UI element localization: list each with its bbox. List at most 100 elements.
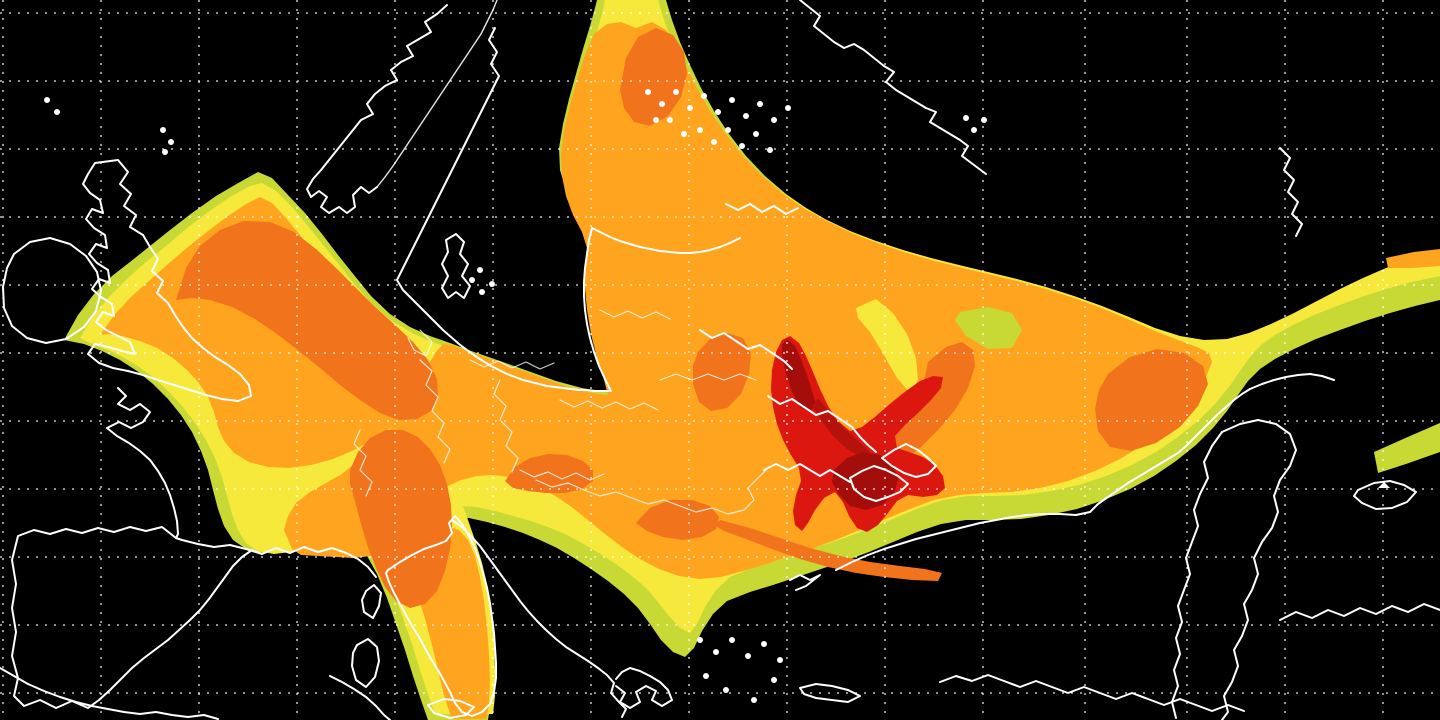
- coastline-denmark: [441, 233, 471, 299]
- coastline-france-west: [106, 387, 179, 539]
- coastline-faroe-shetland: [54, 109, 60, 115]
- plume-tail-chartreuse: [1374, 423, 1440, 473]
- darkred-diagonal: [812, 398, 870, 458]
- coastline-corsica: [361, 584, 382, 619]
- coastline-sardinia: [351, 638, 380, 688]
- karelia-lakes: [673, 89, 679, 95]
- coastline-sicily: [427, 698, 475, 719]
- border-norway-sweden: [376, 0, 498, 188]
- coastline-faroe-shetland: [160, 127, 166, 133]
- cyprus-peak-mark: [1378, 482, 1390, 488]
- coastline-white-sea: [799, 0, 987, 175]
- river-northeast: [1279, 147, 1303, 237]
- karelia-lakes: [743, 113, 749, 119]
- karelia-lakes: [981, 117, 987, 123]
- karelia-lakes: [715, 109, 721, 115]
- darkred-northwest-arm: [782, 339, 816, 412]
- coastline-anatolia-south: [939, 674, 1245, 712]
- karelia-lakes: [687, 105, 693, 111]
- karelia-lakes: [729, 97, 735, 103]
- aegean-islands: [761, 641, 767, 647]
- darkorange-volga: [1095, 349, 1208, 451]
- border-france-germany: [353, 429, 373, 497]
- darkorange-west-ukraine: [693, 333, 751, 411]
- danish-islands: [469, 277, 475, 283]
- karelia-lakes: [753, 131, 759, 137]
- coastline-ukraine-south: [763, 463, 851, 483]
- coastline-caspian-west: [1171, 431, 1223, 719]
- coastline-tunisia: [329, 675, 391, 720]
- karelia-lakes: [757, 101, 763, 107]
- coastline-norway: [306, 4, 448, 214]
- karelia-lakes: [701, 93, 707, 99]
- karelia-lakes: [767, 147, 773, 153]
- darkorange-romania: [505, 454, 593, 493]
- border-poland: [559, 399, 659, 411]
- coastline-neva: [725, 203, 799, 215]
- karelia-lakes: [771, 117, 777, 123]
- karelia-lakes: [725, 127, 731, 133]
- aegean-islands: [745, 653, 751, 659]
- plume-yellow-streak: [856, 299, 918, 393]
- river-pripyat: [699, 329, 793, 370]
- karelia-lakes: [681, 131, 687, 137]
- karelia-lakes: [785, 105, 791, 111]
- karelia-lakes: [667, 117, 673, 123]
- danish-islands: [489, 281, 495, 287]
- coastline-levant: [1279, 603, 1440, 621]
- darkorange-finland: [620, 28, 687, 126]
- border-belarus-ukraine: [659, 373, 757, 381]
- karelia-lakes: [659, 101, 665, 107]
- coastline-faroe-shetland: [162, 149, 168, 155]
- coastline-italy: [385, 515, 497, 717]
- border-netherlands: [407, 329, 433, 357]
- karelia-lakes: [739, 143, 745, 149]
- coastline-turkey-north: [835, 388, 1251, 571]
- coastline-adriatic-balkan: [451, 519, 627, 718]
- darkorange-north-sea: [176, 221, 438, 420]
- aegean-islands: [777, 657, 783, 663]
- aegean-islands: [713, 649, 719, 655]
- border-central-europe-2: [493, 379, 519, 473]
- karelia-lakes: [963, 115, 969, 121]
- aegean-islands: [751, 697, 757, 703]
- danish-islands: [477, 267, 483, 273]
- darkred-crimea-core: [832, 452, 898, 510]
- aegean-islands: [703, 673, 709, 679]
- river-danube: [535, 469, 767, 515]
- coastline-gulf-of-finland: [591, 227, 741, 254]
- coastline-iberia: [11, 526, 263, 709]
- aegean-islands: [697, 637, 703, 643]
- coastline-greece: [615, 667, 673, 709]
- coastline-britain: [82, 159, 252, 402]
- border-hungary: [519, 469, 605, 481]
- coastline-cyprus: [1353, 480, 1417, 510]
- coastline-ireland: [2, 237, 102, 344]
- coastline-faroe-shetland: [168, 139, 174, 145]
- coastline-caspian-east: [1221, 419, 1297, 720]
- coastline-sweden-baltic: [396, 27, 612, 392]
- coastline-crete: [799, 683, 861, 703]
- darkorange-blacksea-coast: [714, 520, 942, 581]
- river-dnieper: [767, 395, 877, 453]
- coastline-riviera: [261, 546, 377, 578]
- border-germany-north: [469, 359, 555, 370]
- aegean-islands: [729, 637, 735, 643]
- plume-orange-west-lobe: [100, 197, 432, 468]
- coastline-azov: [881, 443, 937, 478]
- plume-orange-tail-sliver: [1386, 249, 1440, 268]
- coastline-africa-west: [0, 667, 219, 720]
- karelia-lakes: [711, 139, 717, 145]
- karelia-lakes: [645, 89, 651, 95]
- darkorange-alps: [350, 430, 452, 608]
- karelia-lakes: [697, 127, 703, 133]
- plume-chartreuse-wedge-east: [955, 307, 1022, 349]
- border-baltics: [599, 309, 671, 320]
- karelia-lakes: [971, 127, 977, 133]
- darkorange-crescent-east: [885, 342, 975, 464]
- karelia-lakes: [653, 117, 659, 123]
- danish-islands: [479, 289, 485, 295]
- darkorange-bulgaria: [636, 500, 719, 540]
